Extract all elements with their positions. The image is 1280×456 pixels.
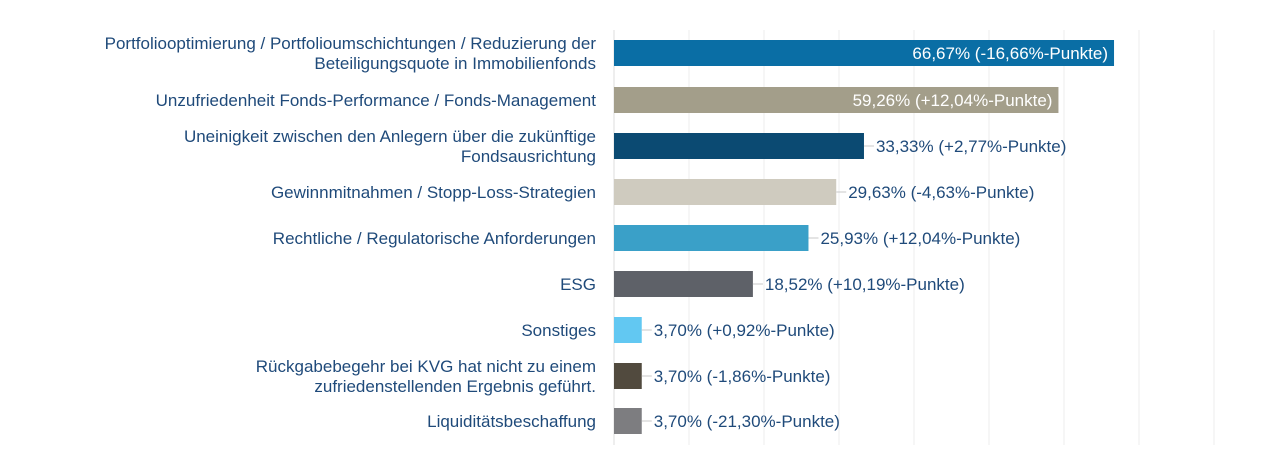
bar — [614, 225, 809, 251]
category-label: Rückgabebegehr bei KVG hat nicht zu eine… — [256, 357, 596, 396]
category-label: Rechtliche / Regulatorische Anforderunge… — [273, 229, 596, 248]
data-labels: 66,67% (-16,66%-Punkte) 59,26% (+12,04%-P… — [641, 44, 1108, 431]
category-label: Portfoliooptimierung / Portfolioumschich… — [105, 34, 597, 73]
data-label: 3,70% (-1,86%-Punkte) — [654, 367, 831, 386]
data-label: 3,70% (+0,92%-Punkte) — [654, 321, 835, 340]
bars — [614, 40, 1115, 434]
category-label: Unzufriedenheit Fonds-Performance / Fond… — [156, 91, 597, 110]
category-label: Sonstiges — [521, 321, 596, 340]
bar — [614, 87, 1059, 113]
data-label: 18,52% (+10,19%-Punkte) — [765, 275, 965, 294]
category-labels: Portfoliooptimierung / Portfolioumschich… — [105, 34, 597, 431]
category-label: ESG — [560, 275, 596, 294]
data-label: 59,26% (+12,04%-Punkte) — [853, 91, 1053, 110]
bar — [614, 179, 837, 205]
category-label: Gewinnmitnahmen / Stopp-Loss-Strategien — [271, 183, 596, 202]
bar — [614, 408, 642, 434]
bar — [614, 271, 753, 297]
bar — [614, 363, 642, 389]
bar — [614, 317, 642, 343]
category-label: Liquiditätsbeschaffung — [427, 412, 596, 431]
data-label: 29,63% (-4,63%-Punkte) — [848, 183, 1034, 202]
data-label: 33,33% (+2,77%-Punkte) — [876, 137, 1066, 156]
data-label: 66,67% (-16,66%-Punkte) — [912, 44, 1108, 63]
data-label: 3,70% (-21,30%-Punkte) — [654, 412, 840, 431]
category-label: Uneinigkeit zwischen den Anlegern über d… — [184, 127, 596, 166]
bar — [614, 133, 864, 159]
data-label: 25,93% (+12,04%-Punkte) — [820, 229, 1020, 248]
bar — [614, 40, 1115, 66]
